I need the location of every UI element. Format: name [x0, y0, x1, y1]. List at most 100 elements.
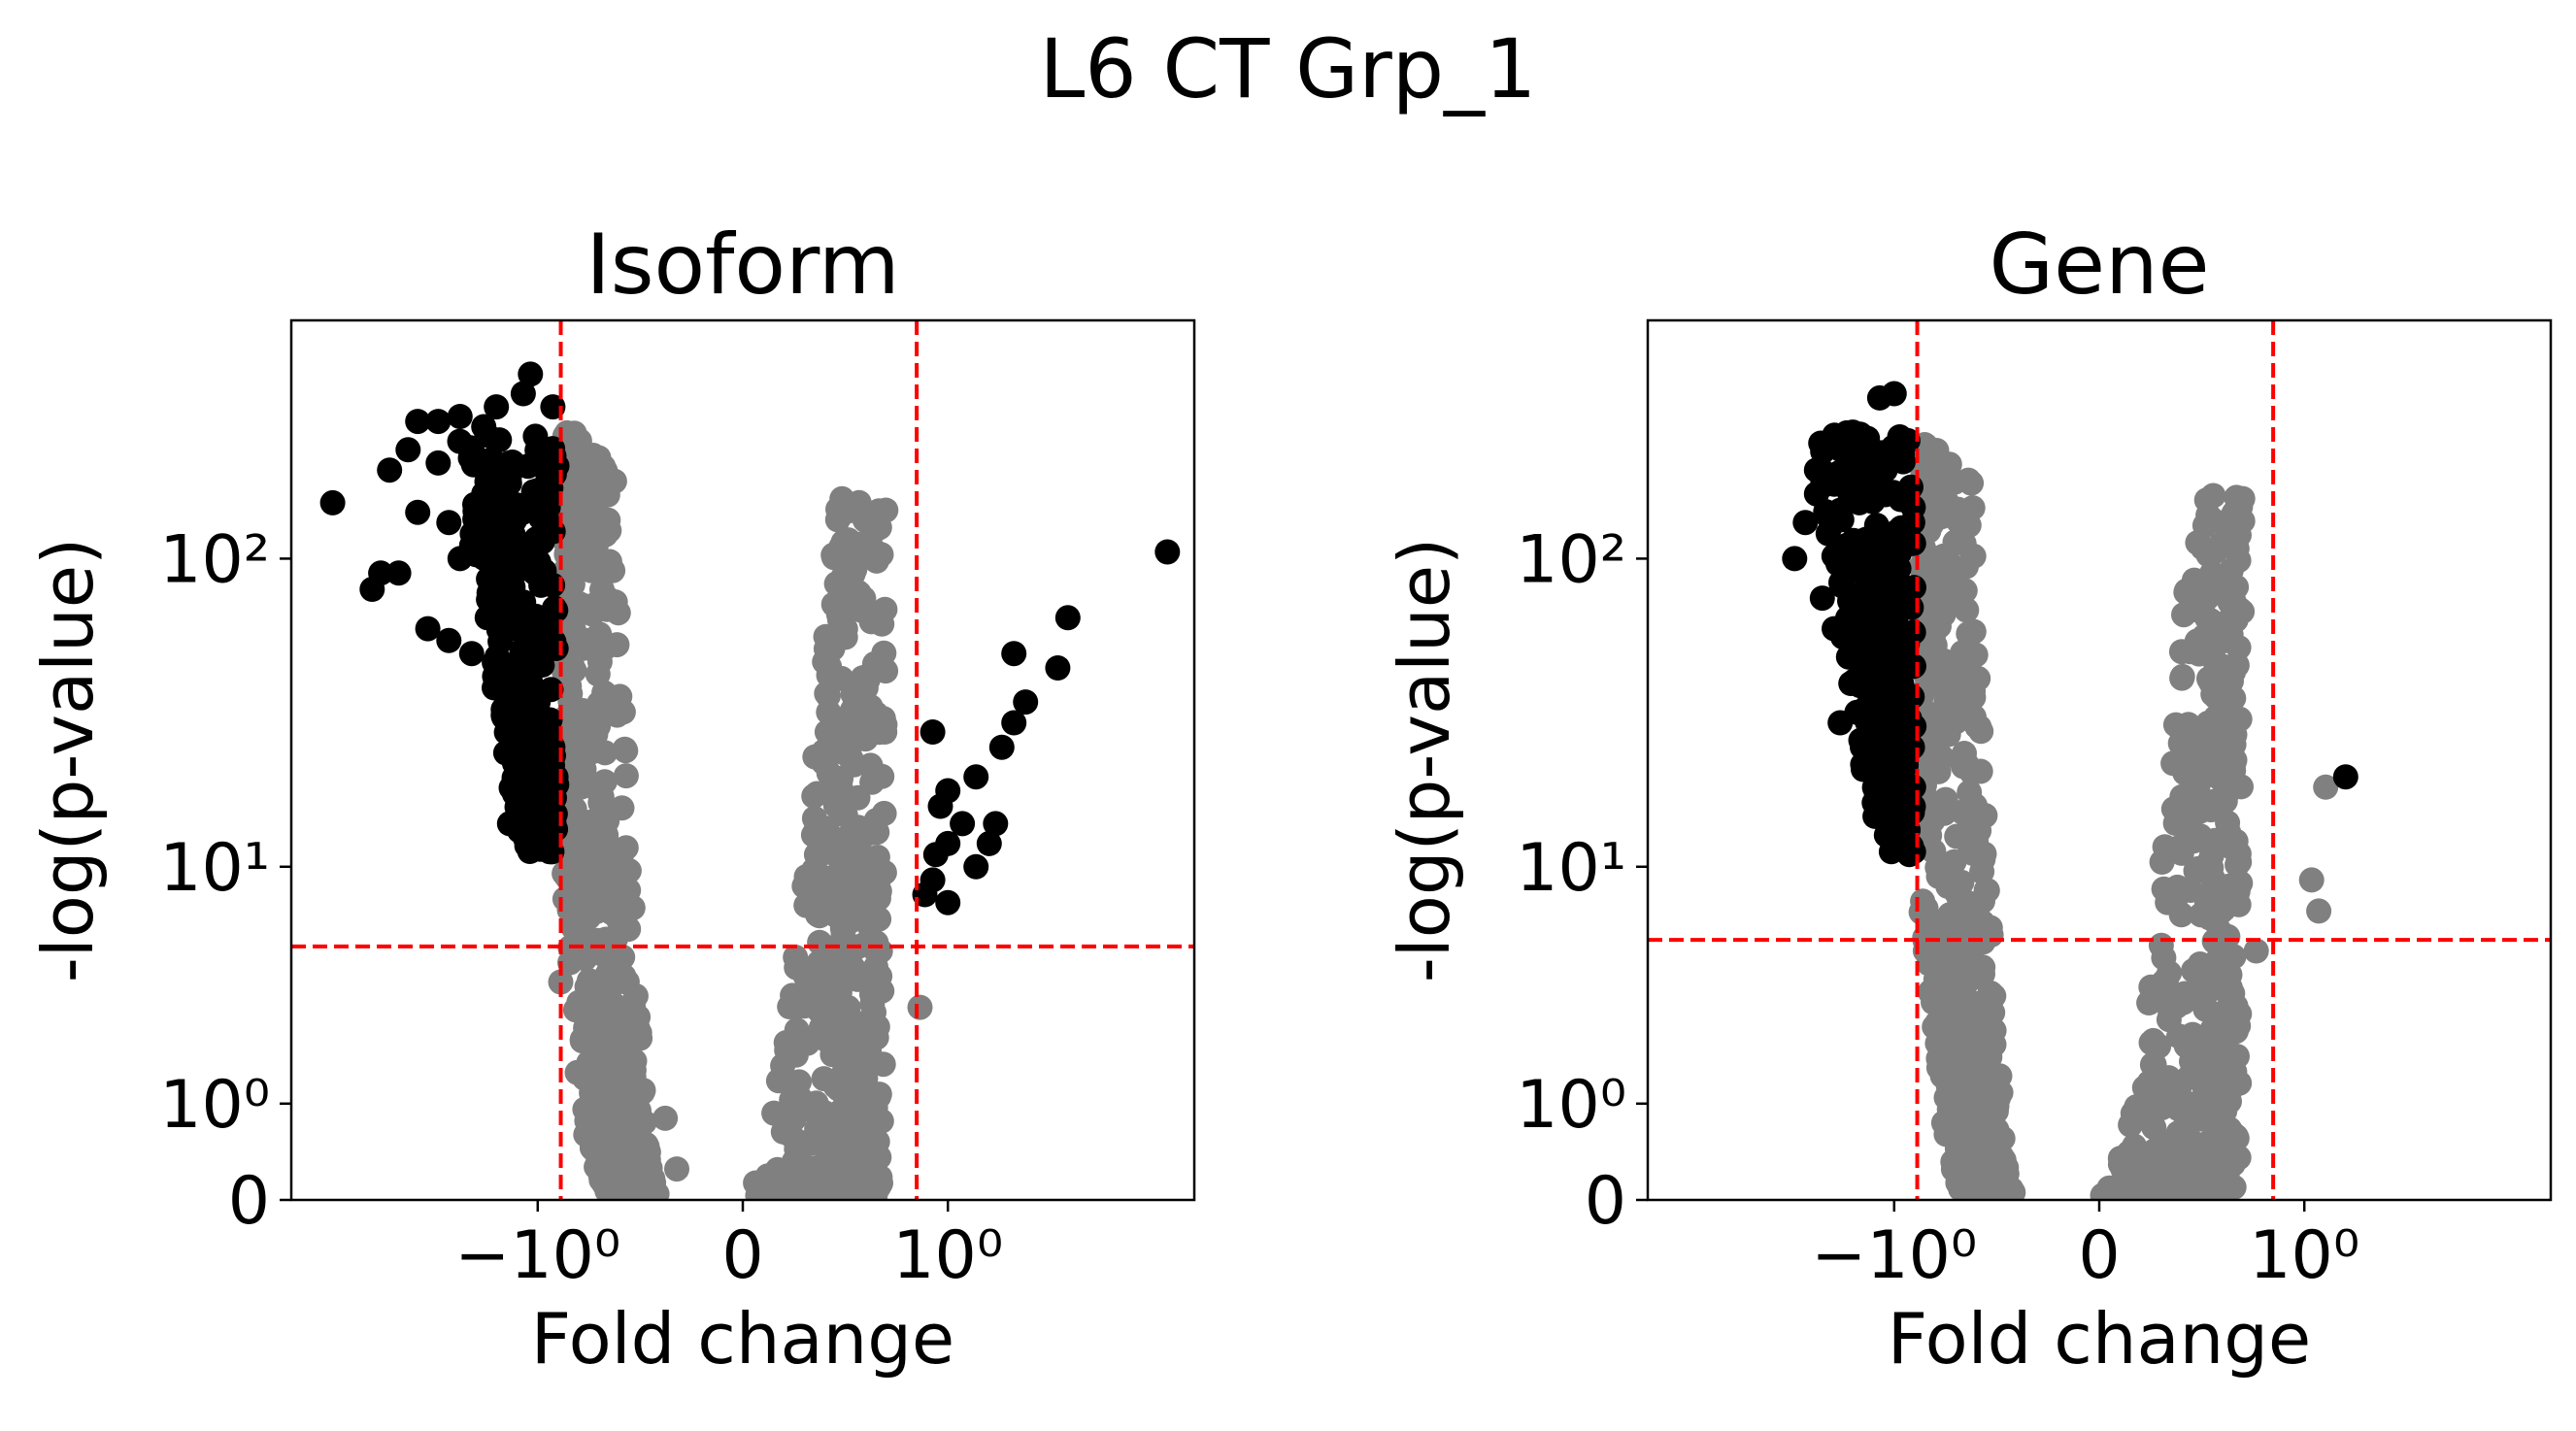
nonsig-point — [606, 969, 632, 994]
nonsig-point — [2198, 1163, 2225, 1189]
significant-point — [1899, 734, 1925, 760]
nonsig-point — [2226, 596, 2253, 622]
nonsig-point — [581, 490, 607, 516]
nonsig-point — [861, 650, 887, 677]
x-axis-label: Fold change — [531, 1298, 954, 1380]
significant-point — [447, 404, 473, 429]
nonsig-point — [1971, 1057, 1997, 1083]
significant-point — [496, 710, 522, 736]
x-tick-label: 0 — [2078, 1217, 2120, 1294]
nonsig-point — [869, 611, 895, 637]
significant-point — [1837, 588, 1862, 615]
significant-point — [471, 414, 497, 440]
nonsig-point — [1983, 1086, 2009, 1113]
significant-point — [510, 381, 536, 407]
x-tick-label: 10⁰ — [2249, 1217, 2359, 1294]
significant-point — [1853, 449, 1879, 476]
nonsig-point — [1963, 829, 1990, 854]
nonsig-point — [1966, 1150, 1992, 1177]
nonsig-point — [2207, 717, 2233, 744]
significant-point — [1874, 616, 1900, 642]
significant-point — [1001, 710, 1027, 736]
significant-point — [483, 546, 509, 572]
significant-point — [950, 811, 976, 837]
nonsig-point — [1924, 854, 1951, 881]
y-tick-label: 0 — [228, 1163, 270, 1240]
nonsig-point — [2187, 757, 2213, 783]
nonsig-point — [1953, 662, 1979, 687]
y-axis-label: -log(p-value) — [27, 538, 109, 982]
nonsig-point — [610, 1140, 636, 1166]
nonsig-point — [869, 978, 895, 1004]
nonsig-point — [1959, 990, 1986, 1016]
significant-point — [543, 764, 569, 790]
nonsig-point — [592, 740, 619, 766]
significant-point — [476, 605, 502, 631]
nonsig-point — [822, 866, 849, 892]
nonsig-point — [1959, 760, 1985, 785]
nonsig-point — [822, 792, 849, 818]
plot-area — [1648, 320, 2551, 1200]
nonsig-point — [1930, 952, 1957, 979]
nonsig-point — [2167, 984, 2193, 1011]
nonsig-point — [652, 1105, 679, 1131]
significant-point — [532, 820, 558, 847]
nonsig-point — [819, 1150, 845, 1177]
significant-point — [976, 830, 1002, 856]
nonsig-point — [2122, 1153, 2148, 1180]
nonsig-point — [860, 537, 887, 563]
significant-point — [395, 437, 421, 463]
nonsig-point — [866, 879, 892, 904]
nonsig-point — [834, 565, 860, 591]
nonsig-point — [773, 1030, 799, 1055]
significant-point — [1827, 710, 1854, 736]
nonsig-point — [604, 702, 630, 728]
nonsig-point — [808, 951, 834, 978]
significant-point — [524, 689, 551, 716]
nonsig-point — [630, 1078, 656, 1104]
chart-panel-gene: −10⁰ 0 10⁰ 0 10⁰ 10¹ 10² Gene Fold change -log(p-… — [1384, 216, 2553, 1380]
significant-point — [497, 578, 523, 604]
nonsig-point — [805, 902, 830, 928]
nonsig-point — [857, 752, 884, 779]
nonsig-point — [566, 989, 592, 1015]
nonsig-point — [2195, 502, 2222, 528]
nonsig-point — [604, 1023, 630, 1048]
significant-point — [507, 556, 533, 582]
significant-point — [537, 481, 563, 507]
nonsig-point — [1956, 620, 1982, 647]
nonsig-point — [613, 738, 639, 764]
nonsig-point — [1991, 1151, 2017, 1178]
significant-point — [1815, 520, 1841, 547]
nonsig-point — [816, 699, 842, 725]
y-tick-label: 10¹ — [159, 830, 270, 907]
nonsig-point — [610, 839, 636, 865]
nonsig-point — [594, 859, 620, 885]
nonsig-point — [2174, 1171, 2199, 1197]
y-tick-label: 10² — [159, 521, 270, 598]
nonsig-point — [625, 1004, 652, 1030]
significant-point — [1888, 698, 1914, 724]
nonsig-point — [2221, 501, 2247, 526]
nonsig-point — [580, 601, 605, 627]
nonsig-point — [2243, 938, 2269, 964]
nonsig-point — [1921, 565, 1947, 591]
significant-point — [1859, 560, 1886, 586]
significant-point — [1893, 781, 1920, 807]
nonsig-point — [2151, 945, 2177, 971]
nonsig-point — [809, 818, 834, 845]
y-axis-label: -log(p-value) — [1384, 538, 1465, 982]
nonsig-point — [595, 507, 621, 533]
nonsig-point — [566, 937, 592, 962]
nonsig-point — [2136, 990, 2162, 1015]
nonsig-point — [846, 1111, 872, 1137]
figure-title: L6 CT Grp_1 — [1039, 21, 1537, 116]
significant-point — [2332, 764, 2359, 790]
nonsig-point — [833, 1093, 859, 1118]
nonsig-point — [2202, 871, 2228, 896]
nonsig-point — [2210, 1084, 2235, 1111]
nonsig-point — [804, 781, 830, 807]
nonsig-point — [1950, 1026, 1976, 1052]
nonsig-point — [1957, 910, 1984, 936]
significant-point — [319, 489, 346, 516]
